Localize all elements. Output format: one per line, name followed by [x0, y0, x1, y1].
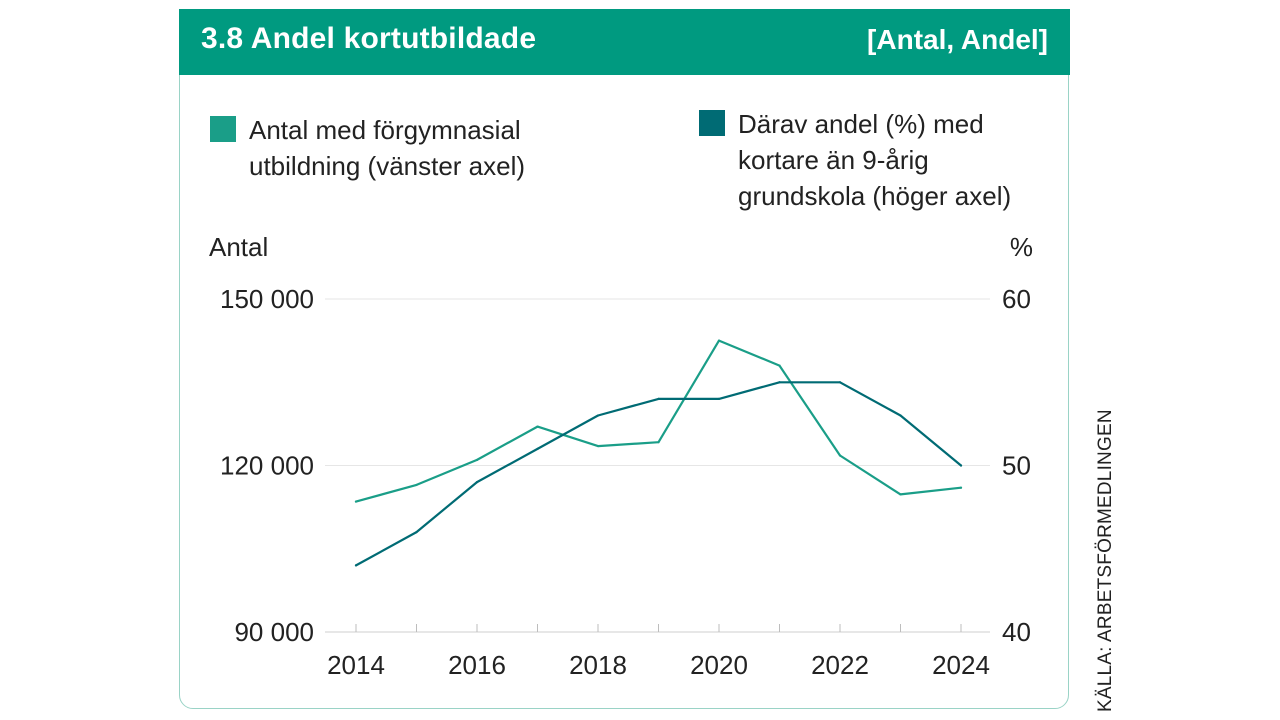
- x-tick-label: 2014: [327, 650, 385, 680]
- data-point-antal: [475, 458, 479, 462]
- data-point-antal: [717, 339, 721, 342]
- data-point-antal: [838, 454, 842, 457]
- data-point-andel: [717, 397, 721, 400]
- legend-label-andel: Därav andel (%) med kortare än 9-årig gr…: [738, 106, 1011, 214]
- x-tick-label: 2024: [932, 650, 990, 680]
- data-point-antal: [354, 500, 358, 503]
- data-point-andel: [354, 564, 358, 567]
- legend-label-andel-line1: Därav andel (%) med: [738, 109, 984, 139]
- data-point-andel: [899, 414, 902, 417]
- data-point-andel: [415, 531, 418, 534]
- source-note: KÄLLA: ARBETSFÖRMEDLINGEN: [1095, 409, 1116, 712]
- legend-label-antal-line2: utbildning (vänster axel): [249, 151, 526, 181]
- data-point-antal: [778, 364, 781, 367]
- data-point-andel: [475, 481, 479, 484]
- right-y-tick-label: 60: [1002, 284, 1031, 314]
- chart-title: 3.8 Andel kortutbildade: [201, 22, 537, 55]
- right-axis-label: %: [1010, 232, 1033, 262]
- legend-label-andel-line2: kortare än 9-årig: [738, 145, 929, 175]
- chart-header: 3.8 Andel kortutbildade [Antal, Andel]: [179, 9, 1070, 75]
- data-point-antal: [959, 486, 963, 489]
- series-line-antal: [354, 339, 963, 503]
- legend-label-antal: Antal med förgymnasial utbildning (vänst…: [249, 112, 525, 184]
- data-point-antal: [899, 493, 902, 496]
- data-point-antal: [536, 425, 539, 428]
- data-point-antal: [657, 441, 660, 444]
- data-point-antal: [596, 444, 600, 448]
- chart-card: [179, 9, 1069, 709]
- data-point-andel: [536, 447, 539, 450]
- chart-unit-label: [Antal, Andel]: [867, 24, 1048, 55]
- data-point-andel: [778, 381, 781, 384]
- legend-swatch-antal: [210, 116, 236, 142]
- data-point-andel: [657, 397, 660, 400]
- data-point-andel: [596, 414, 600, 417]
- legend-item-antal: Antal med förgymnasial utbildning (vänst…: [210, 112, 525, 184]
- left-y-tick-label: 120 000: [220, 451, 314, 481]
- legend-label-andel-line3: grundskola (höger axel): [738, 181, 1012, 211]
- left-y-tick-label: 90 000: [234, 617, 314, 647]
- legend-swatch-andel: [699, 110, 725, 136]
- x-tick-label: 2020: [690, 650, 748, 680]
- legend-item-andel: Därav andel (%) med kortare än 9-årig gr…: [699, 106, 1011, 214]
- data-point-antal: [415, 483, 418, 487]
- left-y-tick-label: 150 000: [220, 284, 314, 314]
- data-point-andel: [838, 381, 842, 384]
- legend-label-antal-line1: Antal med förgymnasial: [249, 115, 521, 145]
- data-point-andel: [959, 464, 963, 467]
- left-axis-label: Antal: [209, 232, 268, 262]
- right-y-tick-label: 50: [1002, 451, 1031, 481]
- x-tick-label: 2018: [569, 650, 627, 680]
- x-tick-label: 2016: [448, 650, 506, 680]
- right-y-tick-label: 40: [1002, 617, 1031, 647]
- x-tick-label: 2022: [811, 650, 869, 680]
